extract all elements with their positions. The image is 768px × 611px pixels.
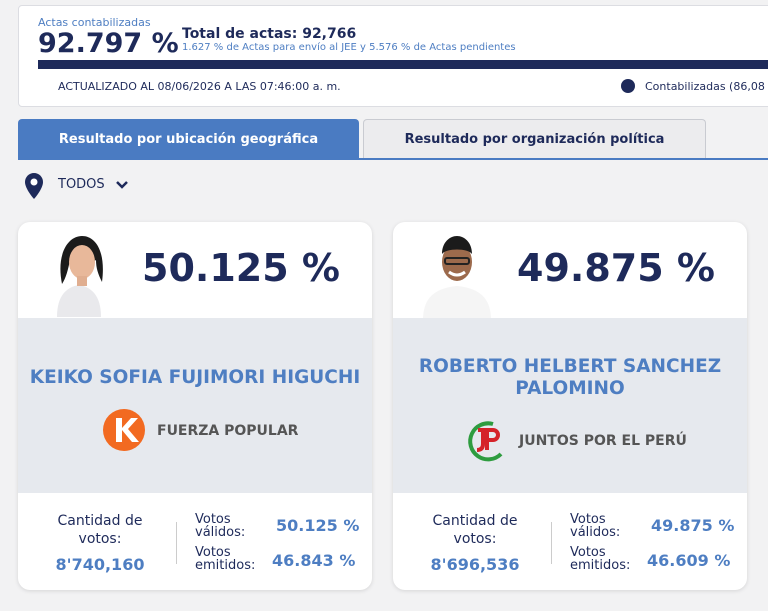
total-actas: Total de actas: 92,766 — [182, 26, 357, 42]
votes-label: Cantidad de votos: — [432, 513, 518, 547]
votes-count: 8'696,536 — [430, 555, 520, 574]
actas-label: Actas contabilizadas — [38, 16, 151, 29]
emitted-percent: 46.609 % — [647, 551, 731, 570]
votes-label: Cantidad de votos: — [57, 513, 143, 547]
filter-select[interactable]: TODOS — [58, 177, 105, 192]
actas-detail: 1.627 % de Actas para envío al JEE y 5.5… — [182, 42, 516, 53]
party-logo — [468, 421, 503, 462]
progress-bar — [38, 60, 768, 69]
valid-percent: 49.875 % — [651, 516, 735, 535]
valid-percent: 50.125 % — [276, 516, 360, 535]
legend-dot — [621, 79, 635, 93]
candidate-percent: 49.875 % — [517, 246, 715, 290]
tab-political[interactable]: Resultado por organización política — [363, 119, 706, 159]
divider — [176, 522, 177, 564]
candidate-info: KEIKO SOFIA FUJIMORI HIGUCHI FUERZA POPU… — [18, 318, 372, 493]
chevron[interactable] — [115, 180, 129, 190]
emitted-percent: 46.843 % — [272, 551, 356, 570]
party-name: FUERZA POPULAR — [157, 423, 299, 439]
votes-count: 8'740,160 — [55, 555, 145, 574]
location-icon — [25, 173, 43, 199]
tab-underline — [18, 158, 768, 160]
candidate-percent: 50.125 % — [142, 246, 340, 290]
legend-label: Contabilizadas (86,08 — [645, 80, 765, 93]
valid-label: Votos válidos: — [570, 512, 621, 540]
divider — [551, 522, 552, 564]
emitted-label: Votos emitidos: — [570, 545, 631, 573]
candidate-name: ROBERTO HELBERT SANCHEZ PALOMINO — [418, 356, 722, 399]
valid-label: Votos válidos: — [195, 512, 246, 540]
tab-geographic[interactable]: Resultado por ubicación geográfica — [18, 119, 359, 159]
party-name: JUNTOS POR EL PERÚ — [519, 433, 687, 449]
candidate-name: KEIKO SOFIA FUJIMORI HIGUCHI — [29, 367, 361, 388]
candidate-card: 50.125 % KEIKO SOFIA FUJIMORI HIGUCHI FU… — [18, 222, 372, 590]
party-logo — [103, 409, 145, 451]
summary-card: Actas contabilizadas 92.797 % Total de a… — [18, 5, 768, 107]
candidate-photo — [423, 236, 491, 318]
actas-percent: 92.797 % — [38, 28, 179, 59]
emitted-label: Votos emitidos: — [195, 545, 256, 573]
candidate-card: 49.875 % ROBERTO HELBERT SANCHEZ PALOMIN… — [393, 222, 747, 590]
candidate-info: ROBERTO HELBERT SANCHEZ PALOMINO JUNTOS … — [393, 318, 747, 493]
candidate-photo — [57, 236, 103, 317]
updated-time: ACTUALIZADO AL 08/06/2026 A LAS 07:46:00… — [58, 80, 341, 93]
